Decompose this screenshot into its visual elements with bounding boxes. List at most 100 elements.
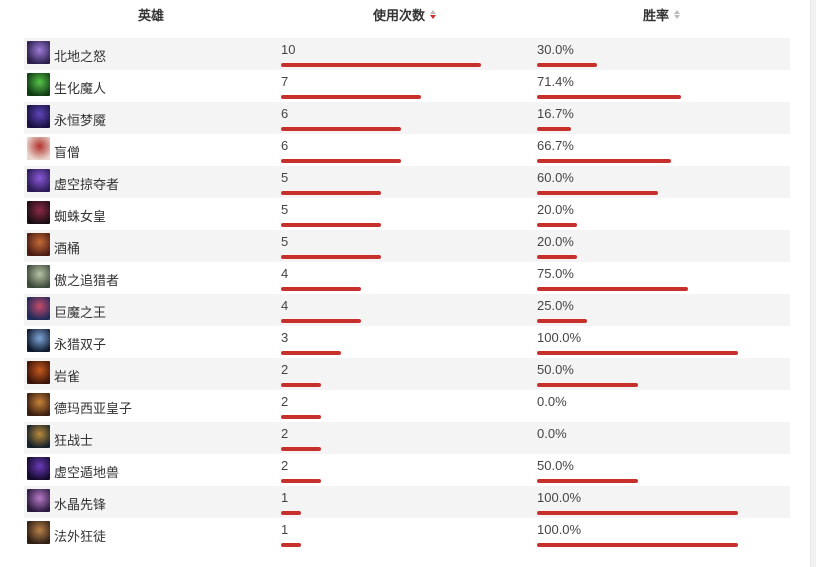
table-row: 水晶先锋 1 100.0% (24, 486, 790, 518)
winrate-bar (537, 543, 738, 547)
winrate-value: 50.0% (537, 362, 574, 377)
table-row: 虚空遁地兽 2 50.0% (24, 454, 790, 486)
winrate-value: 100.0% (537, 490, 582, 505)
uses-count: 5 (281, 170, 289, 185)
winrate-value: 100.0% (537, 330, 582, 345)
hero-name[interactable]: 水晶先锋 (54, 497, 107, 512)
uses-bar (281, 383, 321, 387)
hero-name[interactable]: 酒桶 (54, 241, 81, 256)
uses-count: 2 (281, 426, 289, 441)
uses-bar (281, 319, 361, 323)
hero-name[interactable]: 狂战士 (54, 433, 94, 448)
winrate-bar (537, 223, 577, 227)
uses-count: 1 (281, 522, 289, 537)
column-header-winrate[interactable]: 胜率 (643, 5, 681, 24)
hero-name[interactable]: 盲僧 (54, 145, 81, 160)
sort-descending-icon[interactable] (430, 10, 437, 19)
table-row: 盲僧 6 66.7% (24, 134, 790, 166)
table-row: 狂战士 2 0.0% (24, 422, 790, 454)
sort-icon[interactable] (674, 10, 681, 19)
hero-avatar-icon[interactable] (27, 297, 50, 320)
hero-name[interactable]: 永猎双子 (54, 337, 107, 352)
hero-avatar-icon[interactable] (27, 73, 50, 96)
hero-avatar-icon[interactable] (27, 361, 50, 384)
table-row: 生化魔人 7 71.4% (24, 70, 790, 102)
uses-bar (281, 447, 321, 451)
hero-avatar-icon[interactable] (27, 489, 50, 512)
hero-table: 北地之怒 10 3 0.0% 生化魔人 7 71.4% 永恒梦魇 6 16.7% 盲僧 6 66.7% 虚… (24, 38, 790, 550)
hero-avatar-icon[interactable] (27, 169, 50, 192)
winrate-value: 16.7% (537, 106, 574, 121)
hero-avatar-icon[interactable] (27, 233, 50, 256)
hero-name[interactable]: 法外狂徒 (54, 529, 107, 544)
hero-name[interactable]: 巨魔之王 (54, 305, 107, 320)
uses-bar (281, 351, 341, 355)
hero-avatar-icon[interactable] (27, 105, 50, 128)
hero-name[interactable]: 虚空掠夺者 (54, 177, 120, 192)
winrate-value: 71.4% (537, 74, 574, 89)
table-header: 英雄 使用次数 胜率 (0, 0, 810, 28)
table-row: 德玛西亚皇子 2 0.0% (24, 390, 790, 422)
hero-avatar-icon[interactable] (27, 457, 50, 480)
hero-name[interactable]: 生化魔人 (54, 81, 107, 96)
hero-name[interactable]: 傲之追猎者 (54, 273, 120, 288)
uses-count: 2 (281, 362, 289, 377)
uses-count: 3 (281, 330, 289, 345)
winrate-bar (537, 511, 738, 515)
winrate-value: 50.0% (537, 458, 574, 473)
winrate-value: 25.0% (537, 298, 574, 313)
column-header-uses[interactable]: 使用次数 (373, 5, 437, 24)
winrate-bar (537, 287, 688, 291)
table-row: 虚空掠夺者 5 60.0% (24, 166, 790, 198)
winrate-bar (537, 383, 638, 387)
hero-avatar-icon[interactable] (27, 201, 50, 224)
uses-bar (281, 95, 421, 99)
uses-count: 6 (281, 106, 289, 121)
winrate-value: 20.0% (537, 202, 574, 217)
uses-count: 1 (281, 490, 289, 505)
uses-count: 5 (281, 234, 289, 249)
hero-avatar-icon[interactable] (27, 521, 50, 544)
hero-avatar-icon[interactable] (27, 41, 50, 64)
table-row: 永猎双子 3 100.0% (24, 326, 790, 358)
column-header-uses-label: 使用次数 (373, 8, 426, 23)
hero-name[interactable]: 虚空遁地兽 (54, 465, 120, 480)
hero-name[interactable]: 德玛西亚皇子 (54, 401, 133, 416)
winrate-value: 100.0% (537, 522, 582, 537)
uses-count: 7 (281, 74, 289, 89)
hero-name[interactable]: 蜘蛛女皇 (54, 209, 107, 224)
table-row: 岩雀 2 50.0% (24, 358, 790, 390)
winrate-bar (537, 159, 671, 163)
hero-avatar-icon[interactable] (27, 137, 50, 160)
hero-avatar-icon[interactable] (27, 329, 50, 352)
winrate-value: 75.0% (537, 266, 574, 281)
uses-count: 4 (281, 298, 289, 313)
scrollbar-track[interactable] (811, 0, 816, 567)
winrate-bar (537, 191, 658, 195)
uses-bar (281, 159, 401, 163)
uses-bar (281, 63, 481, 67)
table-row: 法外狂徒 1 100.0% (24, 518, 790, 550)
winrate-bar (537, 479, 638, 483)
uses-bar (281, 223, 381, 227)
hero-name[interactable]: 北地之怒 (54, 49, 107, 64)
winrate-value: 66.7% (537, 138, 574, 153)
winrate-bar (537, 255, 577, 259)
table-row: 傲之追猎者 4 75.0% (24, 262, 790, 294)
table-row: 北地之怒 10 30.0% (24, 38, 790, 70)
uses-count: 6 (281, 138, 289, 153)
uses-bar (281, 191, 381, 195)
hero-avatar-icon[interactable] (27, 265, 50, 288)
hero-avatar-icon[interactable] (27, 425, 50, 448)
hero-name[interactable]: 岩雀 (54, 369, 81, 384)
winrate-value: 0.0% (537, 426, 567, 441)
winrate-value: 60.0% (537, 170, 574, 185)
uses-count: 10 (281, 42, 296, 57)
hero-avatar-icon[interactable] (27, 393, 50, 416)
uses-bar (281, 255, 381, 259)
table-row: 巨魔之王 4 25.0% (24, 294, 790, 326)
hero-name[interactable]: 永恒梦魇 (54, 113, 107, 128)
winrate-bar (537, 95, 681, 99)
column-header-winrate-label: 胜率 (643, 8, 670, 23)
